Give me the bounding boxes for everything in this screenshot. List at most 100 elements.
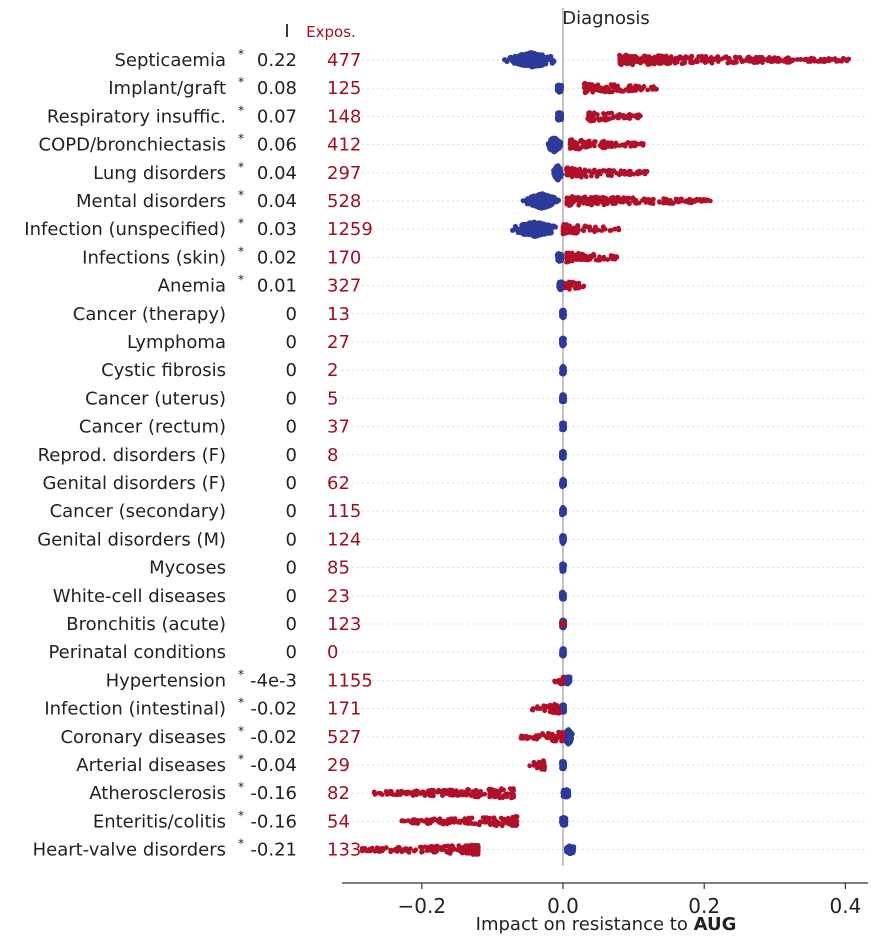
data-point-positive	[486, 819, 492, 825]
data-point-negative	[556, 167, 562, 173]
data-point-positive	[482, 791, 488, 797]
data-point-negative	[561, 533, 567, 539]
data-point-positive	[696, 54, 702, 59]
significance-star: *	[238, 75, 244, 89]
row-gridlines	[342, 59, 868, 851]
exposure-count: 170	[327, 247, 361, 268]
data-point-positive	[498, 815, 504, 821]
data-point-positive	[626, 88, 631, 94]
row-label: Infection (unspecified)	[24, 219, 226, 240]
data-point-positive	[802, 57, 807, 63]
exposure-count: 148	[327, 106, 361, 127]
row-label: Reprod. disorders (F)	[38, 445, 226, 466]
data-point-positive	[641, 169, 647, 174]
data-point-positive	[553, 679, 558, 685]
data-point-negative	[559, 309, 565, 315]
data-point-positive	[419, 817, 424, 823]
data-point-positive	[610, 84, 615, 90]
data-point-negative	[529, 231, 535, 237]
data-point-negative	[559, 762, 565, 768]
importance-value: 0	[286, 501, 297, 522]
data-point-positive	[598, 256, 603, 262]
data-point-positive	[608, 168, 614, 174]
data-point-positive	[621, 60, 626, 66]
data-point-positive	[572, 280, 578, 286]
data-point-positive	[625, 140, 631, 145]
exposure-count: 5	[327, 388, 338, 409]
data-point-positive	[603, 145, 608, 151]
data-point-negative	[555, 251, 561, 257]
data-point-positive	[614, 254, 619, 259]
data-point-negative	[556, 175, 562, 181]
data-point-negative	[502, 57, 508, 63]
data-point-positive	[564, 167, 569, 173]
data-point-positive	[510, 821, 516, 827]
data-point-negative	[566, 848, 572, 855]
data-point-negative	[551, 148, 557, 154]
data-point-positive	[579, 198, 585, 204]
data-point-positive	[589, 254, 594, 260]
importance-value: 0.08	[257, 78, 297, 99]
data-point-positive	[663, 53, 669, 59]
data-point-positive	[450, 843, 455, 849]
row-label: Perinatal conditions	[48, 642, 226, 663]
data-point-positive	[583, 89, 589, 95]
data-point-positive	[815, 58, 821, 64]
importance-value: 0.07	[257, 106, 297, 127]
data-point-positive	[579, 137, 584, 143]
data-point-positive	[594, 173, 600, 179]
data-point-positive	[767, 55, 772, 60]
data-point-positive	[567, 146, 573, 151]
data-point-negative	[548, 201, 554, 207]
data-point-positive	[459, 789, 465, 795]
data-point-positive	[558, 734, 563, 740]
data-point-positive	[511, 788, 516, 794]
data-point-positive	[646, 56, 652, 62]
data-point-positive	[409, 818, 415, 824]
data-point-negative	[534, 53, 540, 59]
data-point-positive	[573, 145, 579, 150]
data-point-positive	[575, 195, 581, 200]
data-point-positive	[554, 707, 560, 712]
importance-value: 0.03	[257, 219, 297, 240]
data-point-positive	[583, 82, 588, 88]
data-point-positive	[695, 198, 700, 203]
significance-star: *	[238, 808, 244, 822]
data-point-positive	[844, 58, 850, 64]
data-point-positive	[712, 57, 717, 63]
data-point-positive	[497, 795, 502, 801]
row-label: Coronary diseases	[60, 727, 226, 748]
data-point-positive	[643, 197, 648, 203]
data-point-positive	[560, 229, 566, 234]
data-point-positive	[832, 56, 838, 61]
data-point-positive	[571, 199, 577, 205]
data-point-positive	[533, 762, 539, 768]
data-point-positive	[616, 195, 622, 201]
data-point-positive	[636, 84, 642, 89]
data-point-negative	[539, 193, 545, 199]
data-point-positive	[624, 195, 630, 201]
data-point-positive	[607, 228, 613, 233]
data-point-positive	[539, 760, 545, 766]
data-point-negative	[545, 141, 551, 147]
data-point-negative	[538, 202, 544, 208]
data-point-positive	[591, 111, 597, 117]
row-label: White-cell diseases	[53, 586, 226, 607]
data-point-positive	[602, 226, 608, 232]
data-point-positive	[450, 816, 456, 822]
data-point-negative	[560, 509, 566, 516]
data-point-positive	[682, 58, 688, 64]
data-point-positive	[525, 736, 530, 742]
data-point-positive	[407, 846, 413, 852]
significance-star: *	[238, 216, 244, 230]
data-point-positive	[621, 195, 626, 201]
data-point-positive	[577, 169, 582, 174]
importance-value: 0	[286, 332, 297, 353]
data-point-negative	[564, 681, 571, 687]
data-point-positive	[596, 196, 602, 202]
data-point-positive	[420, 789, 425, 795]
exposure-count: 124	[327, 529, 361, 550]
data-point-negative	[561, 652, 567, 658]
x-tick-label: −0.2	[398, 894, 447, 918]
